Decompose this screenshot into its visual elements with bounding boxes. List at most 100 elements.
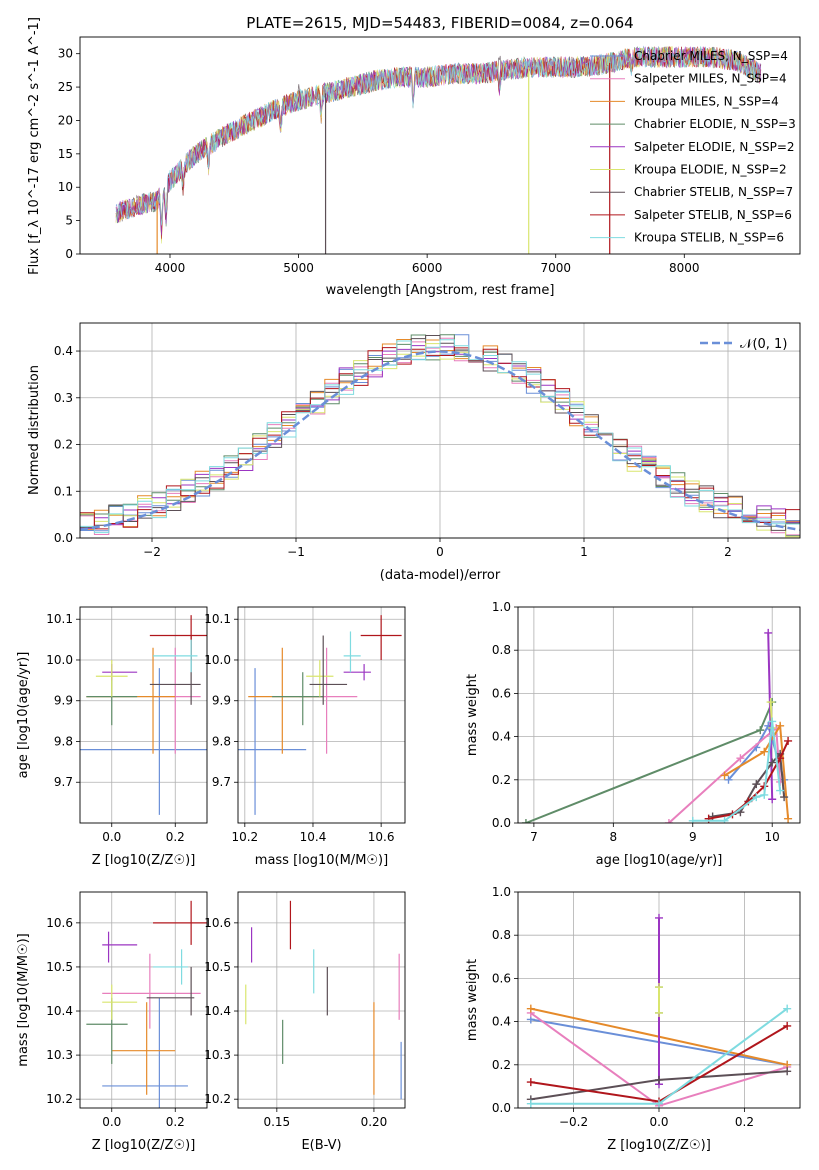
y-tick-label: 10.3 <box>46 1048 73 1062</box>
legend-label: Chabrier STELIB, N_SSP=7 <box>634 185 793 199</box>
residuals-panel: −2 −1 0 1 2 0.0 0.1 0.2 0.3 0.4 𝒩(0, 1) (data-model… <box>27 322 801 583</box>
normal-curve <box>80 350 800 532</box>
weight-marker <box>526 1004 535 1013</box>
mass-vs-ebv-panel: 0.15 0.20 10.2 10.3 10.4 10.5 10.6 E(B-V) <box>204 891 406 1153</box>
plot-area <box>245 900 402 1100</box>
x-tick-label: 10.4 <box>300 830 327 844</box>
weight-marker <box>688 816 697 823</box>
histogram-series <box>80 347 800 530</box>
x-tick-label: 5000 <box>283 261 314 275</box>
legend-label: Chabrier ELODIE, N_SSP=3 <box>634 117 796 131</box>
x-tick-label: 1 <box>580 545 588 559</box>
y-tick-label: 10.5 <box>204 960 231 974</box>
weight-marker <box>655 1099 663 1108</box>
x-tick-label: 8 <box>610 830 618 844</box>
y-tick-label: 25 <box>58 80 73 94</box>
axes-frame <box>237 891 406 1109</box>
spectrum-title: PLATE=2615, MJD=54483, FIBERID=0084, z=0… <box>246 14 633 32</box>
y-axis-label: mass [log10(M/M☉)] <box>16 933 31 1066</box>
y-tick-label: 0.2 <box>492 1058 511 1072</box>
y-tick-label: 10.4 <box>204 1004 231 1018</box>
y-tick-label: 0.1 <box>54 484 73 498</box>
axes-frame <box>517 606 801 824</box>
x-tick-label: 7 <box>530 830 538 844</box>
x-tick-label: 6000 <box>412 261 443 275</box>
x-tick-label: 0.15 <box>263 1115 290 1129</box>
x-axis-label: E(B-V) <box>301 1138 341 1153</box>
x-tick-label: 4000 <box>155 261 186 275</box>
y-tick-label: 10.0 <box>46 653 73 667</box>
spectrum-panel: 4000 5000 6000 7000 8000 0 5 10 15 20 25 30 Chabrier… <box>27 17 801 298</box>
x-tick-label: 2 <box>724 545 732 559</box>
y-tick-label: 10 <box>58 180 73 194</box>
x-tick-label: −2 <box>143 545 161 559</box>
y-axis-label: mass weight <box>465 959 480 1041</box>
x-tick-label: 0.2 <box>166 1115 185 1129</box>
x-tick-label: 0.0 <box>649 1115 668 1129</box>
y-tick-label: 10.1 <box>204 612 231 626</box>
plot-area <box>86 900 207 1108</box>
x-tick-label: 0.2 <box>166 830 185 844</box>
legend-label: Salpeter MILES, N_SSP=4 <box>634 72 787 86</box>
x-axis-label: Z [log10(Z/Z☉)] <box>92 1138 196 1153</box>
spectrum-line <box>115 46 761 226</box>
y-tick-label: 9.9 <box>54 694 73 708</box>
legend-label: Chabrier MILES, N_SSP=4 <box>634 49 788 63</box>
y-tick-label: 0.0 <box>492 816 511 830</box>
mass-vs-z-panel: 0.0 0.2 10.2 10.3 10.4 10.5 10.6 Z [log10(Z/Z☉)… <box>16 891 208 1153</box>
x-tick-label: −1 <box>287 545 305 559</box>
y-tick-label: 10.3 <box>204 1048 231 1062</box>
x-axis-label: age [log10(age/yr)] <box>596 853 723 868</box>
legend-label: Kroupa STELIB, N_SSP=6 <box>634 231 784 245</box>
age-vs-mass-panel: 10.2 10.4 10.6 9.7 9.8 9.9 10.0 10.1 mass [log10… <box>204 606 406 868</box>
axes-frame <box>517 891 801 1109</box>
legend-label: Salpeter STELIB, N_SSP=6 <box>634 208 792 222</box>
legend-label: Kroupa ELODIE, N_SSP=2 <box>634 163 787 177</box>
y-tick-label: 10.2 <box>46 1092 73 1106</box>
y-tick-label: 0.4 <box>54 344 73 358</box>
y-tick-label: 0.8 <box>492 928 511 942</box>
x-tick-label: 10.6 <box>368 830 395 844</box>
weight-marker <box>776 754 785 763</box>
x-tick-label: 0.0 <box>102 830 121 844</box>
axes-frame <box>237 606 406 824</box>
x-tick-label: 0.2 <box>735 1115 754 1129</box>
x-axis-label: wavelength [Angstrom, rest frame] <box>326 283 555 298</box>
weight-marker <box>756 726 765 735</box>
y-tick-label: 1.0 <box>492 885 511 899</box>
weight-marker <box>752 793 761 802</box>
y-tick-label: 0.2 <box>54 438 73 452</box>
y-tick-label: 0.4 <box>492 730 511 744</box>
y-tick-label: 0.8 <box>492 643 511 657</box>
weight-marker <box>752 780 761 789</box>
age-vs-z-panel: 0.0 0.2 9.7 9.8 9.9 10.0 10.1 Z [log10(Z/Z☉)] ag… <box>16 606 208 868</box>
plot-area <box>80 334 800 538</box>
y-tick-label: 10.5 <box>46 960 73 974</box>
weight-marker <box>776 786 785 795</box>
plot-area <box>526 913 792 1108</box>
weight-marker <box>760 790 769 799</box>
y-tick-label: 1.0 <box>492 600 511 614</box>
weight-marker <box>720 771 729 780</box>
weight-marker <box>521 819 530 823</box>
weight-line <box>723 722 790 819</box>
axes-frame <box>79 891 208 1109</box>
x-tick-label: 7000 <box>540 261 571 275</box>
x-tick-label: 10 <box>765 830 780 844</box>
weight-vs-z-panel: −0.2 0.0 0.2 0.0 0.2 0.4 0.6 0.8 1.0 Z [log10(Z/Z… <box>465 885 801 1153</box>
weight-marker <box>720 816 729 823</box>
y-tick-label: 5 <box>65 214 73 228</box>
y-axis-label: Normed distribution <box>27 365 42 495</box>
axes-frame <box>79 36 801 255</box>
y-tick-label: 20 <box>58 113 73 127</box>
y-tick-label: 0.3 <box>54 391 73 405</box>
y-tick-label: 10.6 <box>46 916 73 930</box>
x-tick-label: 0.0 <box>102 1115 121 1129</box>
legend-label: 𝒩(0, 1) <box>740 337 787 352</box>
x-axis-label: (data-model)/error <box>380 568 501 583</box>
y-tick-label: 0.0 <box>54 531 73 545</box>
y-tick-label: 0.6 <box>492 686 511 700</box>
weight-vs-age-panel: 7 8 9 10 0.0 0.2 0.4 0.6 0.8 1.0 age [log10(age/yr… <box>465 600 801 868</box>
y-tick-label: 9.7 <box>54 775 73 789</box>
